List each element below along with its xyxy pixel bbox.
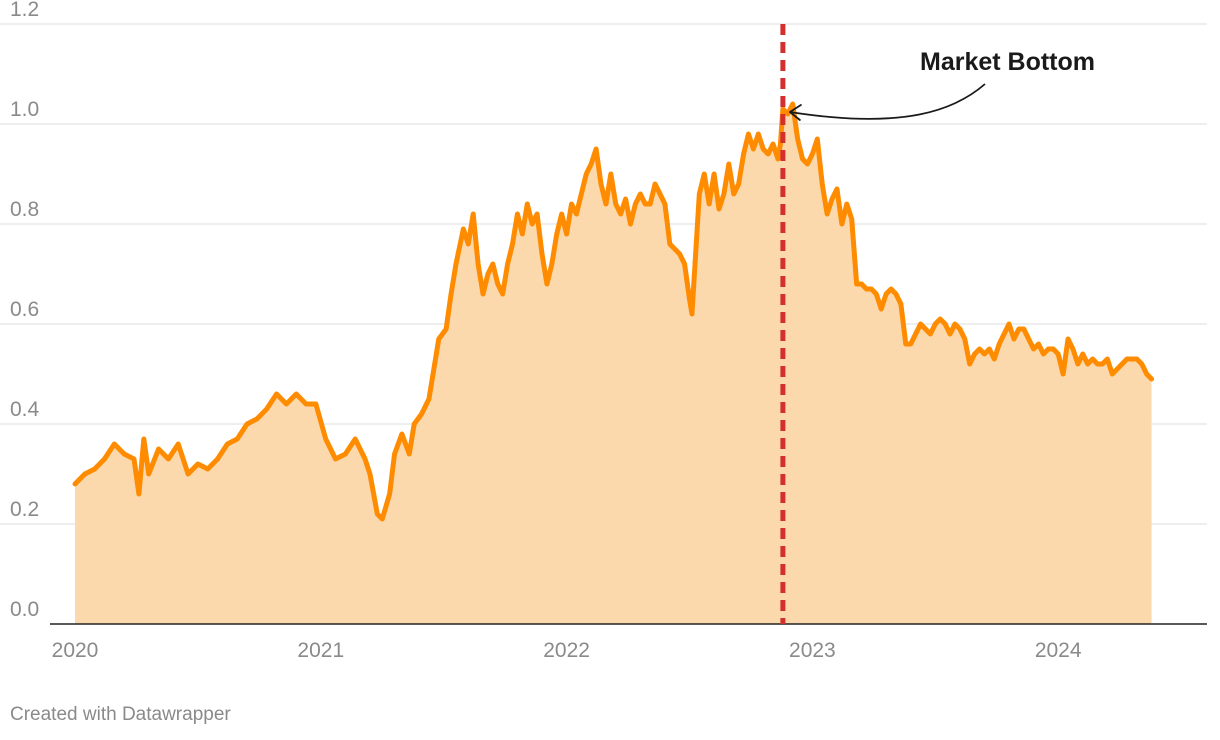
y-tick-label: 0.4: [10, 398, 40, 421]
series-line: [72, 101, 1155, 522]
annotation-label: Market Bottom: [920, 48, 1095, 76]
y-tick-label: 0.8: [10, 198, 39, 221]
annotation: Market Bottom: [780, 24, 1095, 624]
x-tick-label: 2021: [297, 639, 344, 662]
data-line-layer: [72, 101, 1155, 522]
annotation-arrowhead: [789, 104, 802, 121]
y-tick-label: 1.0: [10, 98, 39, 121]
data-area-layer: [75, 104, 1152, 624]
x-tick-label: 2022: [543, 639, 590, 662]
y-tick-label: 1.2: [10, 0, 39, 21]
y-tick-label: 0.0: [10, 598, 39, 621]
x-tick-label: 2023: [789, 639, 836, 662]
x-tick-label: 2020: [52, 639, 99, 662]
y-tick-label: 0.2: [10, 498, 39, 521]
x-tick-label: 2024: [1035, 639, 1082, 662]
credit-text: Created with Datawrapper: [10, 704, 231, 725]
annotation-arrow: [789, 83, 986, 120]
series-area: [75, 104, 1152, 624]
y-tick-label: 0.6: [10, 298, 39, 321]
x-axis: 2020 2021 2022 2023 2024: [50, 623, 1207, 662]
